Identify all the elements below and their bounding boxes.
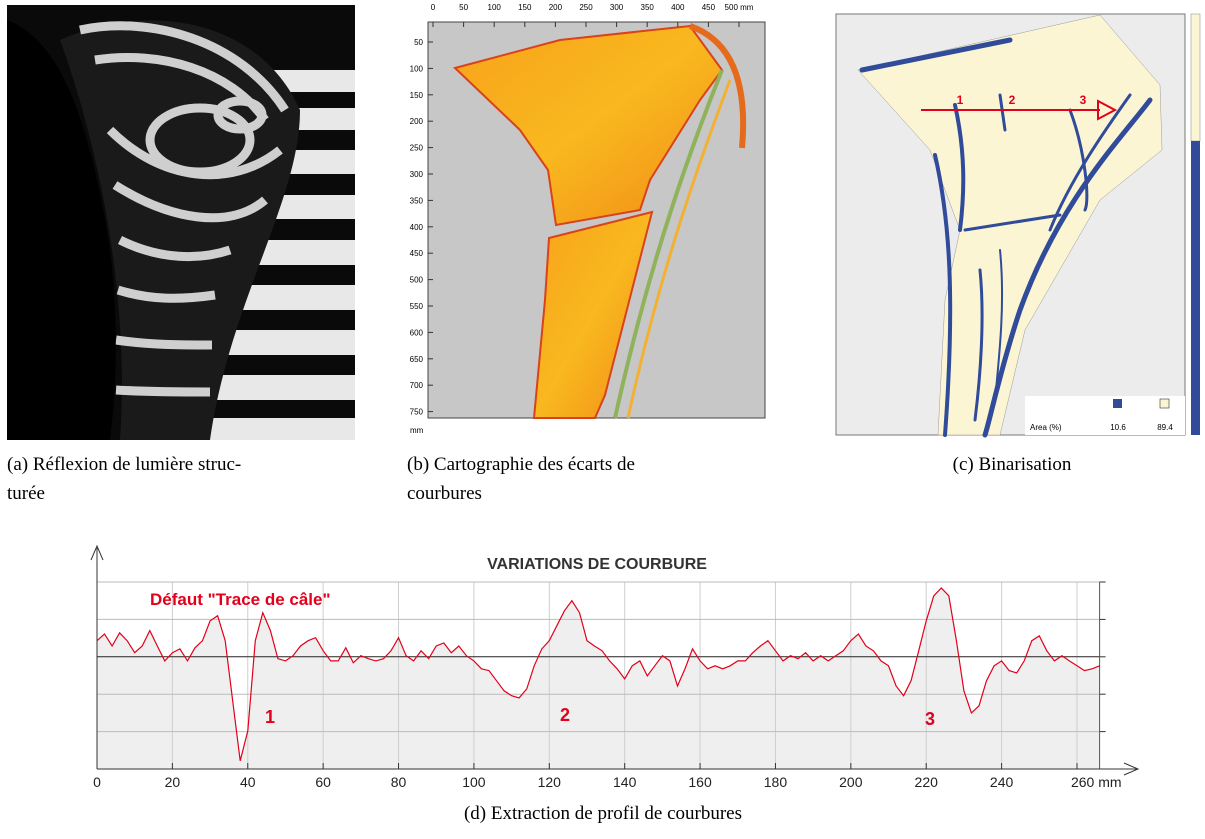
x-tick-label: 120 <box>538 774 562 790</box>
x-tick-label: 200 <box>549 3 563 12</box>
caption: (c) Binarisation <box>953 454 1072 475</box>
x-tick-label: 50 <box>459 3 468 12</box>
x-tick-label: 200 <box>839 774 863 790</box>
area-value: 10.6 <box>1110 423 1126 432</box>
caption: courbures <box>407 483 482 504</box>
marker-label: 2 <box>1009 93 1016 107</box>
x-tick-label: 500 mm <box>725 3 754 12</box>
x-tick-label: 450 <box>702 3 716 12</box>
y-tick-label: 500 <box>410 276 424 285</box>
x-tick-label: 140 <box>613 774 637 790</box>
caption: (a) Réflexion de lumière struc- <box>7 454 241 475</box>
peak-label: 3 <box>925 709 935 729</box>
x-tick-label: 80 <box>391 774 407 790</box>
annotation: Défaut "Trace de câle" <box>150 590 331 609</box>
arrow <box>90 544 104 561</box>
x-tick-label: 160 <box>688 774 712 790</box>
y-tick-label: 550 <box>410 302 424 311</box>
y-tick-label: 300 <box>410 170 424 179</box>
marker-label: 1 <box>957 93 964 107</box>
x-tick-label: 0 <box>93 774 101 790</box>
y-tick-label: 50 <box>414 38 423 47</box>
x-tick-label: 240 <box>990 774 1014 790</box>
area-label: Area (%) <box>1030 423 1062 432</box>
y-unit: mm <box>410 426 424 435</box>
x-tick-label: 220 <box>915 774 939 790</box>
y-tick-label: 150 <box>410 91 424 100</box>
area-value: 89.4 <box>1157 423 1173 432</box>
area <box>97 588 1100 769</box>
y-tick-label: 750 <box>410 408 424 417</box>
y-tick-label: 250 <box>410 144 424 153</box>
y-tick-label: 100 <box>410 64 424 73</box>
caption: (d) Extraction de profil de courbures <box>464 803 742 824</box>
peak-label: 2 <box>560 705 570 725</box>
x-tick-label: 40 <box>240 774 256 790</box>
y-tick-label: 350 <box>410 196 424 205</box>
y-tick-label: 400 <box>410 223 424 232</box>
x-tick-label: 100 <box>462 774 486 790</box>
x-tick-label: 180 <box>764 774 788 790</box>
y-tick-label: 200 <box>410 117 424 126</box>
chart-title: VARIATIONS DE COURBURE <box>487 556 707 573</box>
x-tick-label: 60 <box>315 774 331 790</box>
x-tick-label: 100 <box>488 3 502 12</box>
x-tick-label: 350 <box>641 3 655 12</box>
panel-a-image <box>7 5 355 440</box>
x-tick-label: 20 <box>165 774 181 790</box>
arrow <box>1123 762 1140 776</box>
x-tick-label: 260 mm <box>1071 774 1122 790</box>
panel-c-image <box>835 13 1201 438</box>
y-tick-label: 600 <box>410 328 424 337</box>
x-tick-label: 150 <box>518 3 532 12</box>
peak-label: 1 <box>265 707 275 727</box>
y-tick-label: 700 <box>410 381 424 390</box>
x-tick-label: 300 <box>610 3 624 12</box>
panel-b-image <box>427 21 766 419</box>
x-tick-label: 0 <box>431 3 436 12</box>
line <box>96 587 1100 761</box>
x-tick-label: 400 <box>671 3 685 12</box>
y-tick-label: 650 <box>410 355 424 364</box>
y-tick-label: 450 <box>410 249 424 258</box>
caption: (b) Cartographie des écarts de <box>407 454 635 475</box>
caption: turée <box>7 483 45 504</box>
x-tick-label: 250 <box>579 3 593 12</box>
marker-label: 3 <box>1080 93 1087 107</box>
